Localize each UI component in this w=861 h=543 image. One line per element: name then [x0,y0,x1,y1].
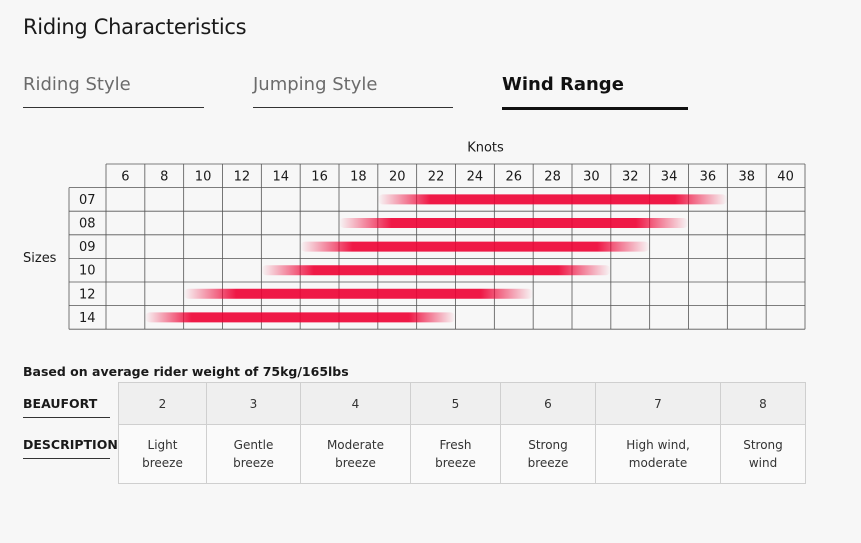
beaufort-description: Light breeze [142,438,183,470]
tab[interactable]: Wind Range [502,74,688,110]
x-axis-label: Knots [467,141,504,156]
knot-label: 12 [234,169,251,184]
description-cell: Strong breeze [500,424,596,484]
knot-label: 40 [777,169,794,184]
beaufort-number: 4 [300,382,411,425]
wind-range-chart: Knots Sizes 6 8 10 12 14 16 18 20 22 24 26 28 30 32 34 36… [23,141,806,330]
beaufort-description: High wind, moderate [626,438,690,470]
beaufort-description: Strong breeze [527,438,569,470]
knot-label: 32 [622,169,639,184]
knot-label: 28 [544,169,561,184]
knot-label: 10 [195,169,212,184]
knot-label: 34 [661,169,678,184]
knot-label: 30 [583,169,600,184]
beaufort-description: Fresh breeze [435,438,476,470]
size-label: 09 [79,240,96,255]
size-label: 10 [79,264,96,279]
description-cell: Gentle breeze [206,424,301,484]
wind-range-bar [339,218,689,228]
tab[interactable]: Jumping Style [253,74,453,108]
description-cell: High wind, moderate [595,424,721,484]
beaufort-number: 7 [595,382,721,425]
beaufort-number: 5 [410,382,501,425]
knot-label: 18 [350,169,367,184]
beaufort-number: 8 [720,382,806,425]
weight-note: Based on average rider weight of 75kg/16… [23,364,349,379]
wind-range-bar [377,194,728,205]
wind-range-bar [183,288,534,299]
size-label: 12 [79,287,96,302]
knot-label: 6 [121,169,129,184]
beaufort-number: 2 [118,382,207,425]
description-cell: Light breeze [118,424,207,484]
knot-label: 16 [311,169,328,184]
size-label: 14 [79,311,96,326]
description-cell: Strong wind [720,424,806,484]
beaufort-label: BEAUFORT [23,396,110,418]
beaufort-description: Strong wind [743,438,783,470]
size-label: 08 [79,217,96,232]
beaufort-description: Moderate breeze [326,438,385,470]
wind-range-bar [144,312,456,323]
tab[interactable]: Riding Style [23,74,204,108]
knot-label: 24 [467,169,484,184]
description-label: DESCRIPTION [23,437,118,459]
knot-label: 38 [738,169,755,184]
knot-label: 36 [700,169,717,184]
beaufort-number: 3 [206,382,301,425]
description-cell: Fresh breeze [410,424,501,484]
wind-range-bar [261,265,611,276]
description-cell: Moderate breeze [300,424,411,484]
knot-label: 14 [272,169,289,184]
knot-label: 8 [160,169,168,184]
description-row: Light breeze Gentle breeze Moderate breeze… [118,424,806,484]
y-axis-label: Sizes [23,251,57,266]
size-label: 07 [79,193,96,208]
beaufort-number: 6 [500,382,596,425]
knot-label: 22 [428,169,445,184]
knot-label: 20 [389,169,406,184]
wind-range-bar [300,241,650,252]
section-title: Riding Characteristics [23,15,247,39]
beaufort-description: Gentle breeze [233,438,274,470]
knot-label: 26 [505,169,522,184]
